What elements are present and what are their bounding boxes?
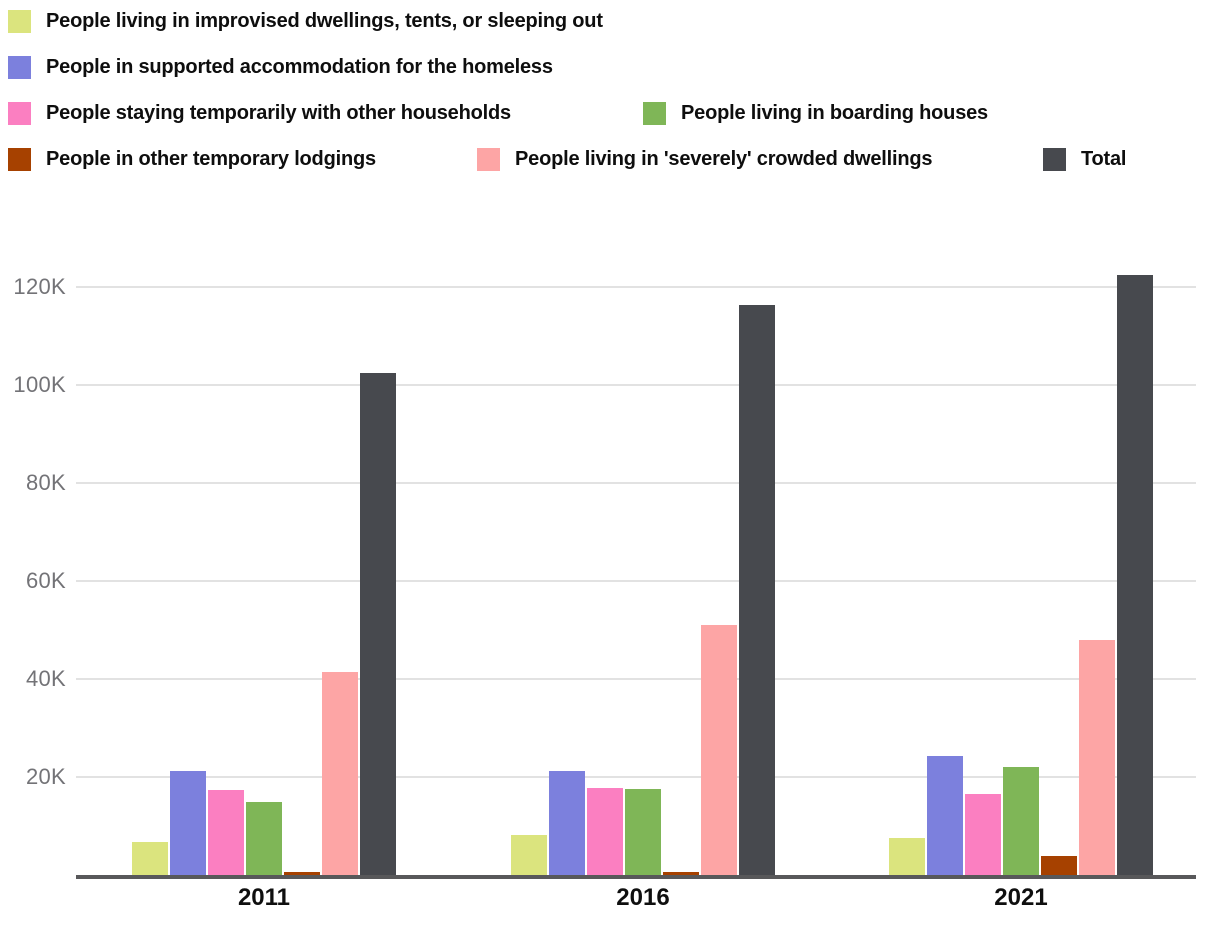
legend: People living in improvised dwellings, t…	[0, 0, 1220, 200]
bar-2016-people-living-in-improvised	[511, 835, 547, 875]
y-axis-tick-40k: 40K	[25, 666, 66, 691]
y-axis-tick-80k: 80K	[25, 470, 66, 495]
bar-2016-people-in-other-temporary	[663, 872, 699, 875]
bar-2016-people-living-in-boarding	[625, 789, 661, 875]
x-axis-line	[76, 875, 1196, 879]
bar-2011-people-in-other-temporary	[284, 872, 320, 875]
legend-label: People living in improvised dwellings, t…	[46, 10, 603, 32]
bar-2011-people-living-in-improvised	[132, 842, 168, 875]
legend-item-total: Total	[1043, 148, 1126, 171]
legend-label: People living in boarding houses	[681, 102, 988, 124]
bar-2011-people-living-in-boarding	[246, 802, 282, 875]
gridline-120k	[76, 286, 1196, 288]
bar-2011-total	[360, 373, 396, 875]
legend-swatch-icon	[8, 10, 31, 33]
legend-item-people-living-in-improvised: People living in improvised dwellings, t…	[8, 10, 603, 33]
legend-item-people-living-in-boarding: People living in boarding houses	[643, 102, 988, 125]
y-axis-tick-60k: 60K	[25, 568, 66, 593]
legend-item-people-in-other-temporary: People in other temporary lodgings	[8, 148, 376, 171]
y-axis-tick-120k: 120K	[13, 274, 66, 299]
x-axis-tick-2011: 2011	[237, 884, 291, 911]
bar-2021-people-in-supported-accommodation	[927, 756, 963, 875]
legend-item-people-in-supported-accommodation: People in supported accommodation for th…	[8, 56, 553, 79]
legend-label: People living in 'severely' crowded dwel…	[515, 148, 933, 170]
gridline-80k	[76, 482, 1196, 484]
legend-swatch-icon	[1043, 148, 1066, 171]
legend-label: Total	[1081, 148, 1127, 170]
gridline-40k	[76, 678, 1196, 680]
bar-2021-people-living-in-boarding	[1003, 767, 1039, 875]
x-axis-tick-2021: 2021	[994, 884, 1048, 911]
gridline-60k	[76, 580, 1196, 582]
legend-label: People staying temporarily with other ho…	[46, 102, 511, 124]
gridline-20k	[76, 776, 1196, 778]
bar-2016-total	[739, 305, 775, 875]
y-axis-tick-20k: 20K	[25, 764, 66, 789]
y-axis-tick-100k: 100K	[13, 372, 66, 397]
legend-swatch-icon	[643, 102, 666, 125]
legend-item-people-staying-temporarily-with: People staying temporarily with other ho…	[8, 102, 511, 125]
bar-2011-people-living-in-severely	[322, 672, 358, 875]
legend-swatch-icon	[8, 56, 31, 79]
legend-swatch-icon	[8, 148, 31, 171]
x-axis-tick-2016: 2016	[616, 884, 670, 911]
bar-2011-people-staying-temporarily-with	[208, 790, 244, 875]
legend-label: People in other temporary lodgings	[46, 148, 376, 170]
legend-swatch-icon	[8, 102, 31, 125]
bar-2021-people-in-other-temporary	[1041, 856, 1077, 875]
bar-2016-people-staying-temporarily-with	[587, 788, 623, 875]
gridline-100k	[76, 384, 1196, 386]
bar-2016-people-living-in-severely	[701, 625, 737, 875]
bar-2016-people-in-supported-accommodation	[549, 771, 585, 875]
legend-label: People in supported accommodation for th…	[46, 56, 553, 78]
bar-2021-total	[1117, 275, 1153, 875]
bar-2021-people-staying-temporarily-with	[965, 794, 1001, 875]
legend-item-people-living-in-severely: People living in 'severely' crowded dwel…	[477, 148, 933, 171]
bar-2021-people-living-in-improvised	[889, 838, 925, 875]
bar-2011-people-in-supported-accommodation	[170, 771, 206, 875]
legend-swatch-icon	[477, 148, 500, 171]
bar-2021-people-living-in-severely	[1079, 640, 1115, 875]
